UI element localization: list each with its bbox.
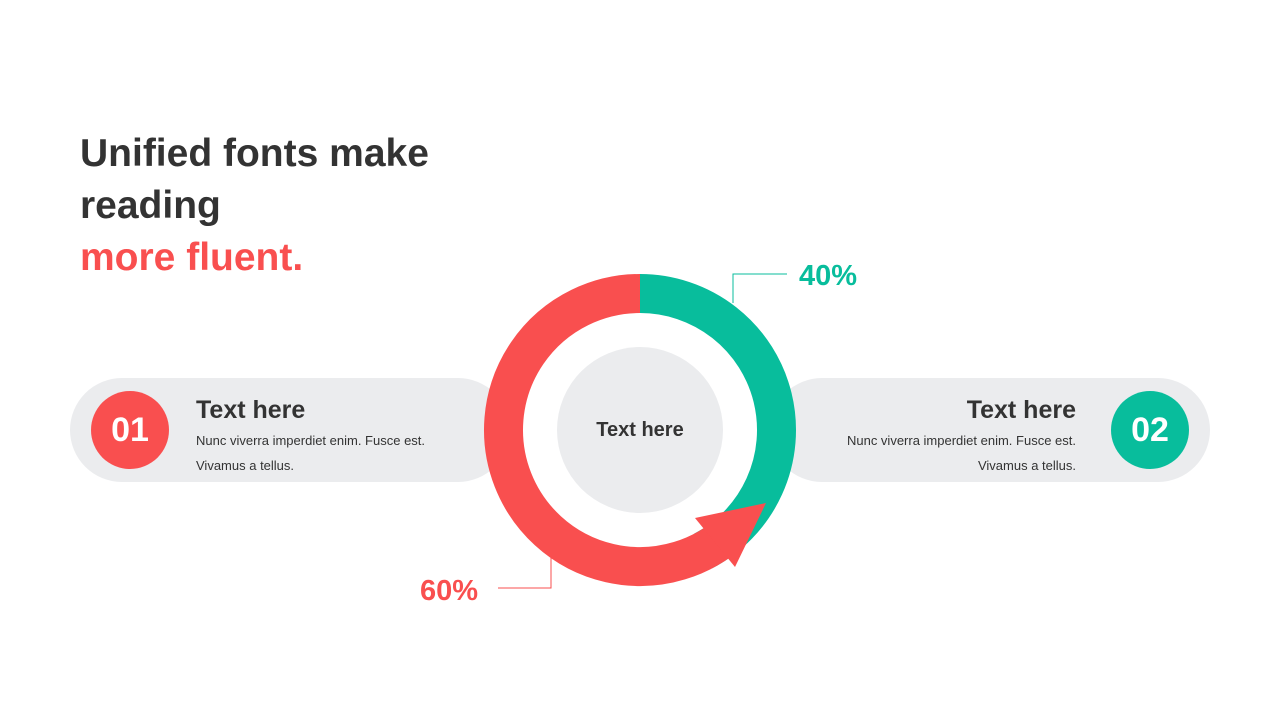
slice-60-percent bbox=[484, 274, 747, 586]
center-circle bbox=[557, 347, 723, 513]
arrow-head bbox=[695, 503, 766, 567]
card-01-heading: Text here bbox=[196, 396, 306, 424]
leader-line-60 bbox=[498, 555, 552, 589]
title-accent: more fluent. bbox=[80, 236, 304, 279]
slide-title: Unified fonts make reading more fluent. bbox=[80, 128, 429, 284]
title-line-2: reading bbox=[80, 184, 221, 227]
card-02-line-2: Vivamus a tellus. bbox=[977, 458, 1076, 473]
title-line-1: Unified fonts make bbox=[80, 132, 429, 175]
label-40-percent: 40% bbox=[799, 260, 858, 292]
card-01-line-1: Nunc viverra imperdiet enim. Fusce est. bbox=[196, 433, 426, 448]
card-01-line-2: Vivamus a tellus. bbox=[196, 458, 295, 473]
card-02-description: Nunc viverra imperdiet enim. Fusce est. … bbox=[816, 428, 1076, 478]
badge-01: 01 bbox=[91, 391, 169, 469]
card-01-description: Nunc viverra imperdiet enim. Fusce est. … bbox=[196, 428, 456, 478]
leader-line-40 bbox=[732, 273, 787, 303]
card-02-heading: Text here bbox=[966, 396, 1076, 424]
badge-02: 02 bbox=[1111, 391, 1189, 469]
card-02-line-1: Nunc viverra imperdiet enim. Fusce est. bbox=[846, 433, 1076, 448]
center-label: Text here bbox=[596, 418, 684, 441]
label-60-percent: 60% bbox=[420, 575, 479, 607]
